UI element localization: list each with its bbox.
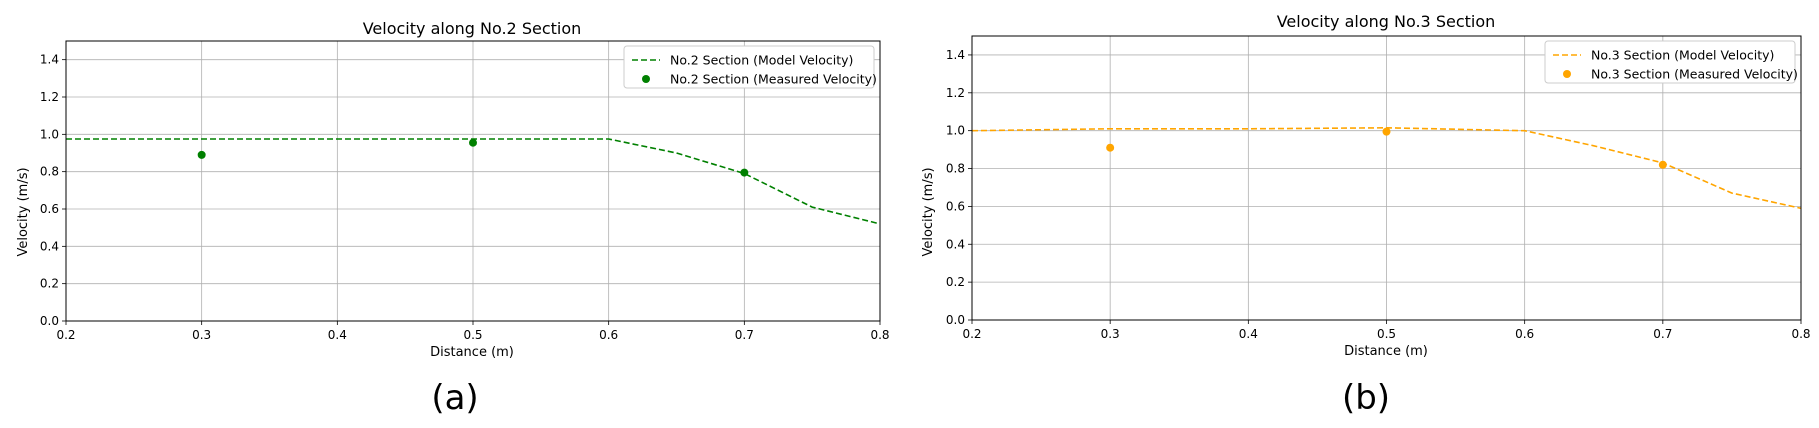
chart-b-ytick-label: 1.4 <box>946 48 965 62</box>
chart-b-model-line <box>971 126 1802 210</box>
chart-b-measured-point <box>1106 143 1115 152</box>
chart-a-legend-entry: No.2 Section (Measured Velocity) <box>670 72 877 87</box>
chart-a-xtick-label: 0.2 <box>56 328 75 342</box>
chart-b-xtick-label: 0.5 <box>1377 327 1396 341</box>
chart-a-ytick-label: 1.4 <box>40 53 59 67</box>
chart-a-xtick-label: 0.6 <box>599 328 618 342</box>
chart-b-xtick-label: 0.2 <box>962 327 981 341</box>
chart-a-ytick-label: 0.0 <box>40 314 59 328</box>
chart-a-ylabel: Velocity (m/s) <box>16 167 31 256</box>
chart-b-xtick-label: 0.3 <box>1101 327 1120 341</box>
chart-b-ytick-label: 0.4 <box>946 237 965 251</box>
chart-b-ytick-label: 0.6 <box>946 199 965 213</box>
chart-a-title: Velocity along No.2 Section <box>363 19 582 38</box>
chart-b-xtick-label: 0.6 <box>1515 327 1534 341</box>
chart-b-legend-entry: No.3 Section (Model Velocity) <box>1591 48 1774 63</box>
chart-a-measured-point <box>197 150 206 159</box>
chart-b-legend-marker-swatch <box>1563 70 1571 78</box>
chart-b-xlabel: Distance (m) <box>1344 344 1428 359</box>
chart-a-xtick-label: 0.8 <box>870 328 889 342</box>
chart-a-ytick-label: 1.2 <box>40 90 59 104</box>
chart-a-legend-entry: No.2 Section (Model Velocity) <box>670 53 853 68</box>
chart-b-xtick-label: 0.4 <box>1239 327 1258 341</box>
chart-b-legend <box>1544 40 1796 84</box>
chart-b-ytick-label: 0.0 <box>946 313 965 327</box>
chart-a-ytick-label: 0.6 <box>40 202 59 216</box>
chart-a-measured-point <box>469 138 477 147</box>
chart-b-xtick-label: 0.8 <box>1791 327 1810 341</box>
chart-a-ytick-label: 0.8 <box>40 165 59 179</box>
chart-a-xtick-label: 0.3 <box>192 328 211 342</box>
panel-label-a: (a) <box>431 378 478 418</box>
chart-a-measured-point <box>740 168 749 177</box>
chart-a-legend-marker-swatch <box>642 75 650 83</box>
chart-b-title: Velocity along No.3 Section <box>1277 12 1496 31</box>
chart-b-measured-point <box>1382 127 1391 136</box>
chart-b-ytick-label: 1.0 <box>946 124 965 138</box>
chart-a-ytick-label: 0.2 <box>40 277 59 291</box>
chart-a-ytick-label: 0.4 <box>40 239 59 253</box>
chart-b-ytick-label: 1.2 <box>946 86 965 100</box>
chart-a-xtick-label: 0.7 <box>735 328 754 342</box>
panel-label-b: (b) <box>1342 378 1390 418</box>
chart-a-xtick-label: 0.4 <box>328 328 347 342</box>
chart-a-xlabel: Distance (m) <box>430 345 514 360</box>
chart-b-legend-entry: No.3 Section (Measured Velocity) <box>1591 67 1798 82</box>
chart-b-ytick-label: 0.8 <box>946 162 965 176</box>
chart-b-ylabel: Velocity (m/s) <box>921 167 936 256</box>
chart-a-model-line <box>66 138 881 225</box>
chart-a-legend <box>623 45 875 89</box>
chart-b-ytick-label: 0.2 <box>946 275 965 289</box>
chart-a-ytick-label: 1.0 <box>40 127 59 141</box>
chart-b-measured-point <box>1658 160 1667 169</box>
chart-a-plot-frame <box>65 40 881 322</box>
chart-a-xtick-label: 0.5 <box>463 328 482 342</box>
chart-b-plot-frame <box>971 35 1802 321</box>
chart-b-xtick-label: 0.7 <box>1653 327 1672 341</box>
